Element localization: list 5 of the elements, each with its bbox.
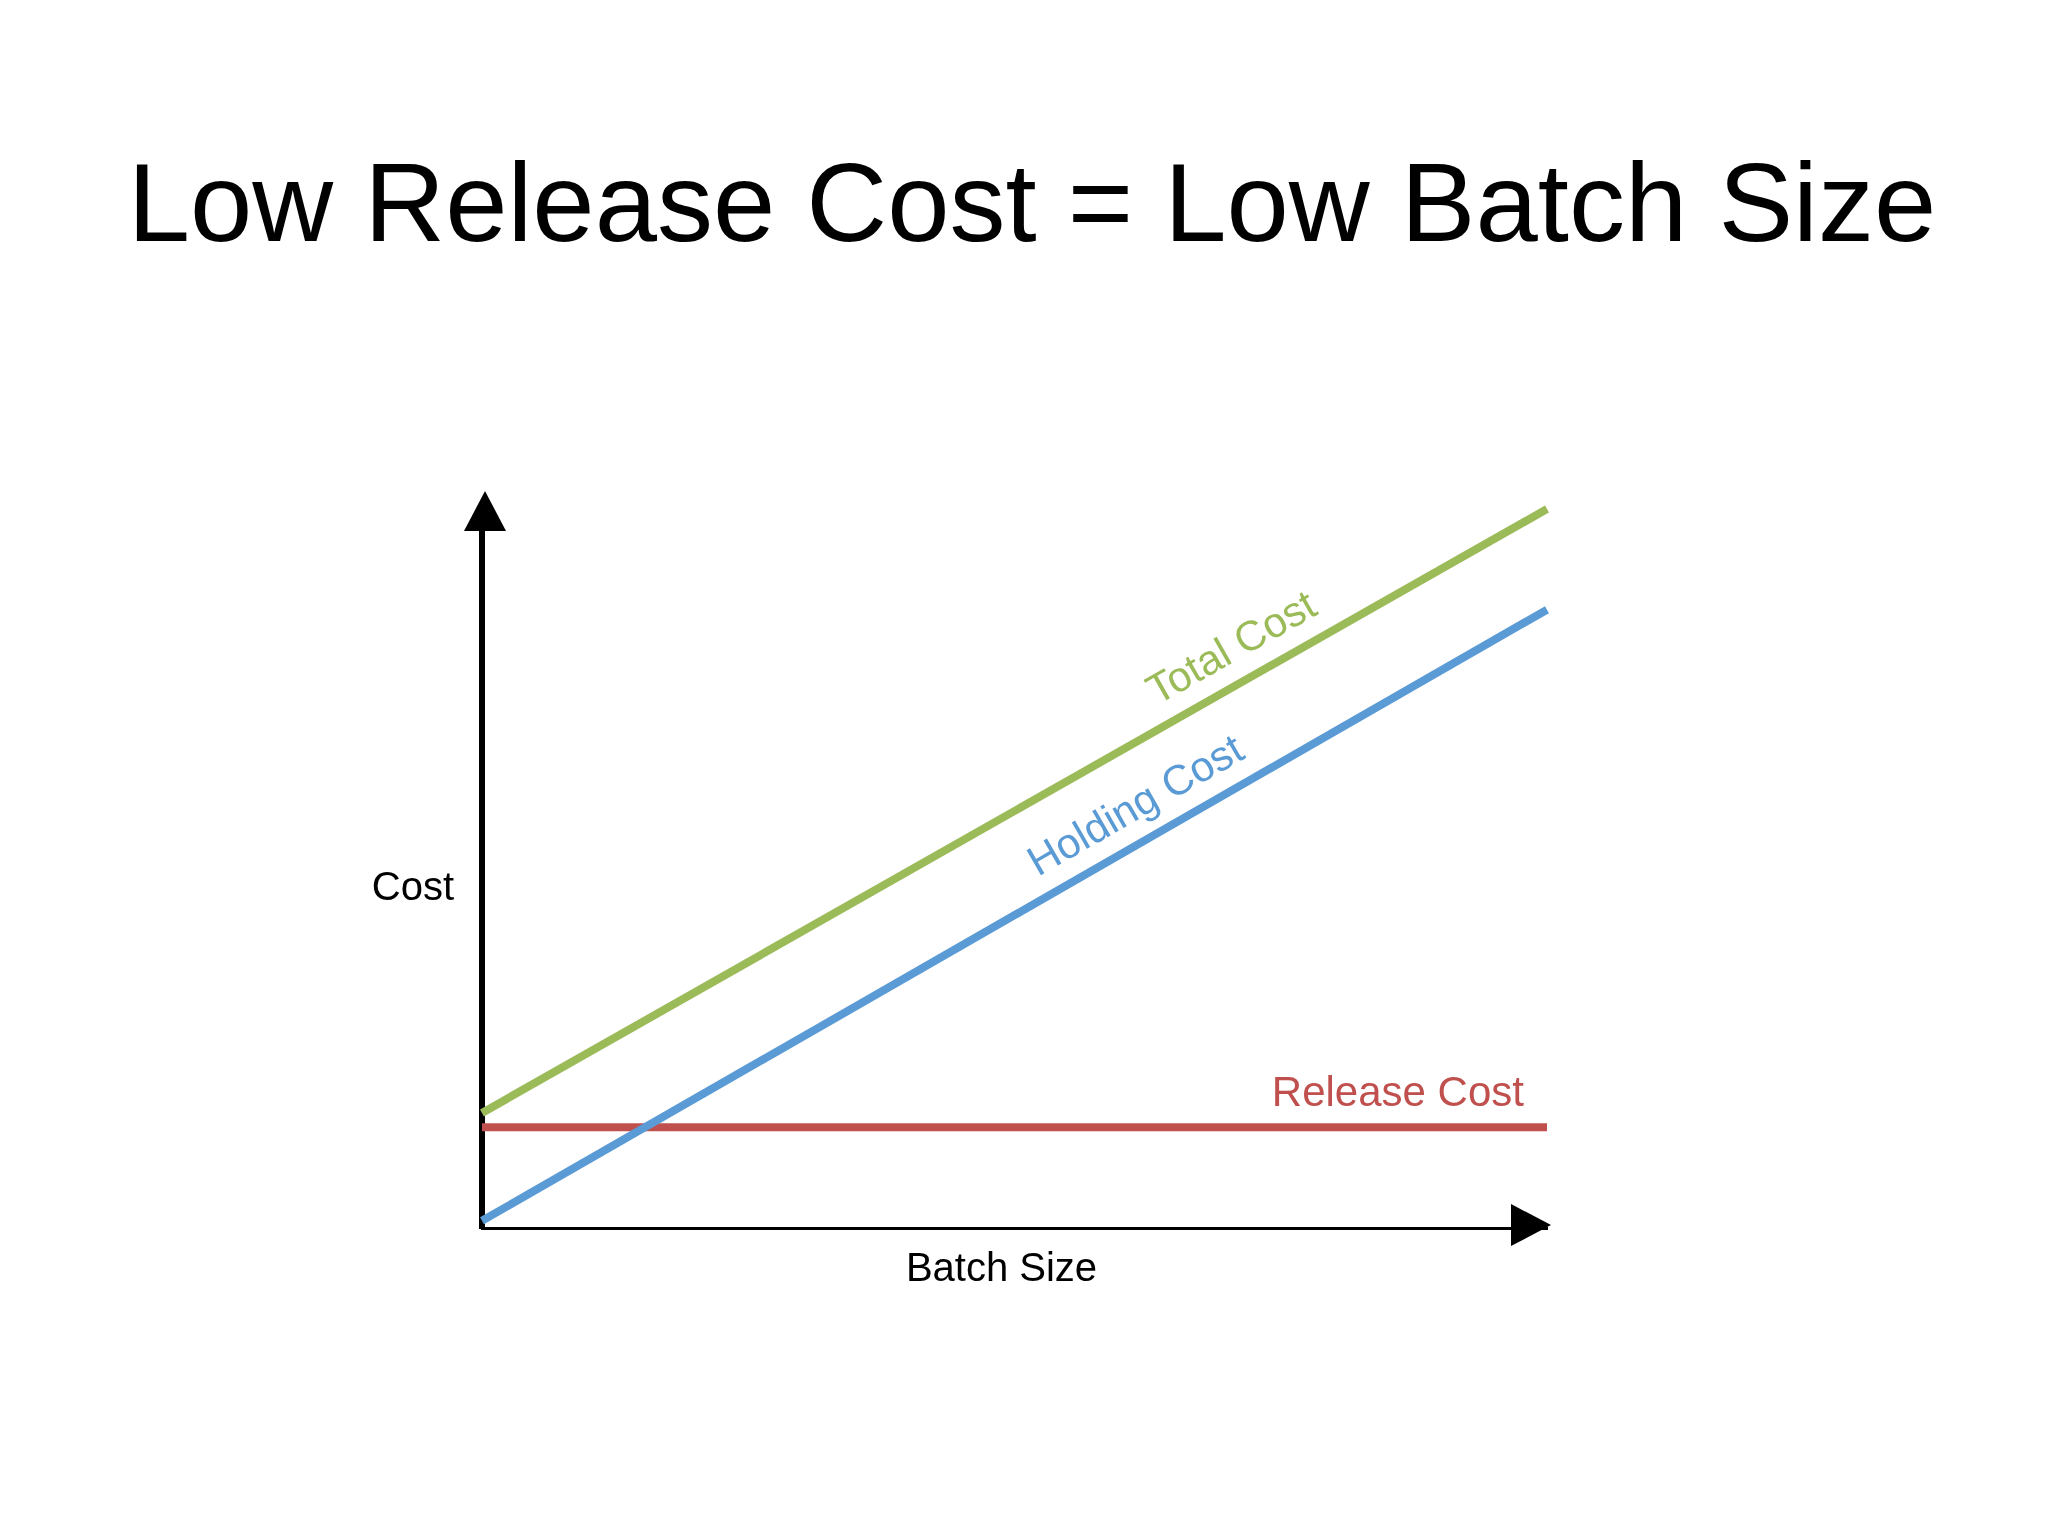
x-axis-title: Batch Size [905,1245,1098,1290]
chart-title: Low Release Cost = Low Batch Size [126,139,1938,267]
y-axis-title: Cost [371,863,454,908]
series-label: Release Cost [1271,1067,1525,1115]
text: Total Cost [1138,580,1325,714]
